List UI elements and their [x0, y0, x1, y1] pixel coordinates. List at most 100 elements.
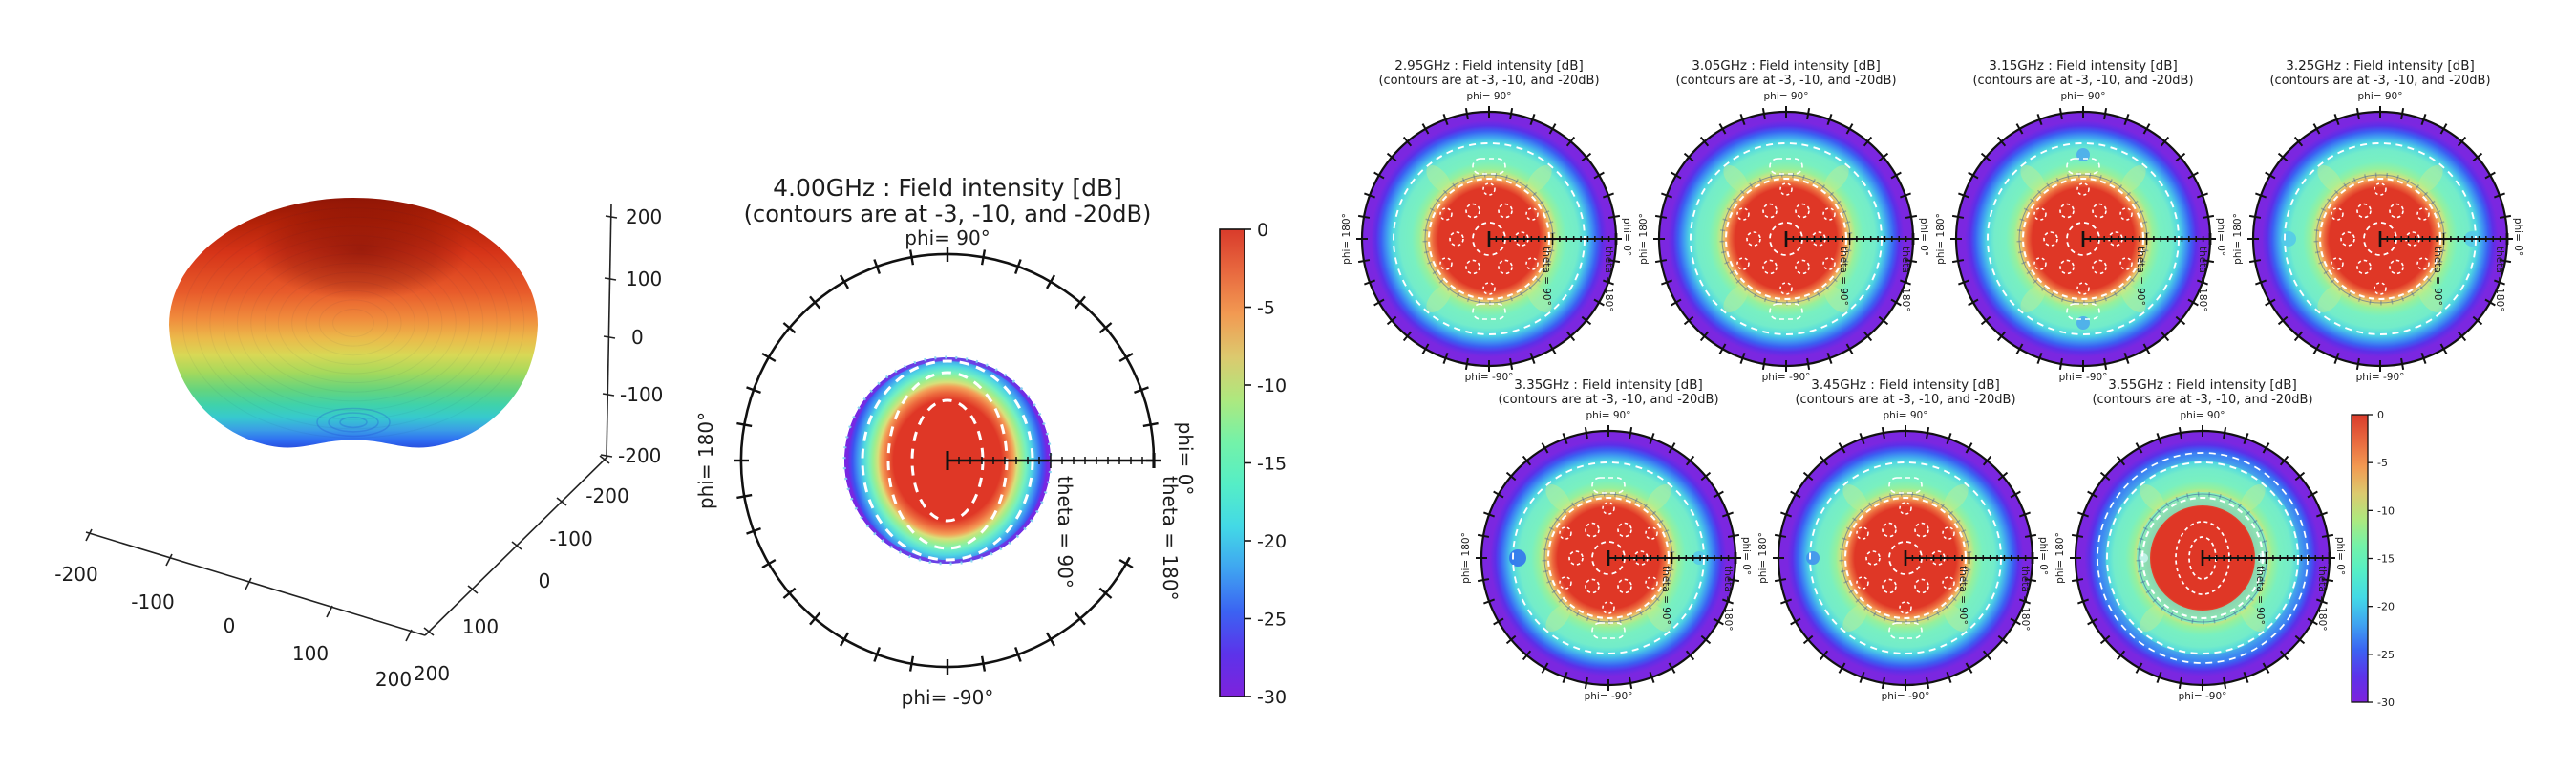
- phi-minus90-label: phi= -90°: [1585, 691, 1633, 702]
- polar-ring-tick: [2135, 662, 2143, 674]
- texture-patch: [1723, 164, 1749, 193]
- colorbar-tick-label: -15: [2377, 553, 2395, 566]
- polar-ring-tick: [1661, 279, 1673, 286]
- axis-tick: [511, 541, 522, 550]
- axis-tick: [85, 528, 93, 542]
- polar-ring-tick: [1074, 295, 1086, 310]
- phi-minus90-label: phi= -90°: [2059, 372, 2108, 383]
- polar-ring-tick: [2499, 214, 2512, 219]
- polar-ring-tick: [1477, 578, 1490, 583]
- theta-90-label: theta = 90°: [1054, 476, 1076, 589]
- axis-tick: [600, 454, 613, 458]
- polar-ring-tick: [1700, 634, 1712, 645]
- texture-patch: [1545, 483, 1571, 512]
- polar-ring-tick: [1118, 352, 1134, 363]
- polar-ring-tick: [2123, 114, 2130, 126]
- polar-ring-tick: [2484, 171, 2496, 180]
- polar-ring-tick: [2321, 578, 2334, 583]
- z-axis-tick-label: 100: [626, 268, 662, 290]
- subplot-colorbar: 0 -5 -10 -15 -20 -25 -30: [2351, 409, 2395, 708]
- polar-ring-tick: [2142, 343, 2151, 354]
- polar-ring-tick: [1826, 352, 1833, 364]
- phi-90-label: phi= 90°: [1764, 91, 1809, 102]
- polar-ring-tick: [2315, 511, 2328, 518]
- polar-ring-tick: [1926, 676, 1930, 690]
- contour-minus3db-islet: [2416, 257, 2430, 270]
- polar-ring-tick: [1859, 671, 1865, 683]
- polar-ring-tick: [2196, 192, 2208, 199]
- polar-ring-tick: [1878, 152, 1889, 162]
- polar-ring-tick: [2116, 455, 2126, 466]
- contour-minus3db-islet: [1602, 601, 1615, 614]
- polar-ring-tick: [2294, 634, 2306, 645]
- phi-180-label: phi= 180°: [1757, 532, 1769, 584]
- polar-ring-tick: [2265, 171, 2276, 180]
- contour-minus3db-islet: [1762, 259, 1778, 275]
- polar-ring-tick: [1996, 136, 2007, 147]
- contour-minus3db-islet: [1746, 231, 1761, 247]
- polar-ring-tick: [1142, 421, 1159, 428]
- contour-minus3db-islet: [1795, 203, 1810, 219]
- theta-90-label: theta = 90°: [2254, 566, 2266, 625]
- polar-ring-tick: [1548, 343, 1557, 354]
- contour-minus3db-islet: [1498, 203, 1513, 219]
- subplot-title: 3.05GHz : Field intensity [dB]: [1692, 58, 1881, 74]
- axis-tick: [556, 497, 567, 506]
- axis-tick: [405, 629, 413, 642]
- texture-patch: [2417, 285, 2443, 313]
- theta-180-label: theta = 180°: [1603, 247, 1614, 312]
- theta-90-label: theta = 90°: [1838, 247, 1849, 306]
- contour-minus3db-islet: [1449, 231, 1464, 247]
- contour-capsule-bottom: [1769, 303, 1803, 320]
- polar-ring-tick: [1581, 315, 1592, 326]
- phi-minus90-label: phi= -90°: [2356, 372, 2405, 383]
- texture-patch: [1842, 604, 1868, 633]
- sidelobe-spot: [1806, 551, 1820, 565]
- polar-ring-tick: [1373, 171, 1385, 180]
- theta-90-label: theta = 90°: [1541, 247, 1552, 306]
- contour-minus3db-islet: [1498, 259, 1513, 275]
- subplot-title: 3.45GHz : Field intensity [dB]: [1811, 377, 2000, 393]
- polar-ring-tick: [1464, 357, 1469, 371]
- contour-minus3db-islet: [1899, 601, 1912, 614]
- polar-ring-tick: [1357, 259, 1371, 264]
- contour-minus3db-islet: [1736, 207, 1750, 221]
- subplot-3.35ghz: 3.35GHz : Field intensity [dB](contours …: [1460, 377, 1752, 702]
- polar-ring-tick: [1845, 343, 1854, 354]
- texture-patch: [2240, 604, 2266, 633]
- polar-ring-tick: [1386, 152, 1397, 162]
- polar-ring-tick: [1649, 433, 1655, 445]
- polar-ring-tick: [1819, 455, 1829, 466]
- contour-minus3db-islet: [1525, 207, 1539, 221]
- contour-capsule-top: [1888, 477, 1923, 494]
- polar-ring-tick: [2175, 315, 2186, 326]
- phi-180-label: phi= 180°: [1341, 213, 1352, 265]
- polar-ring-tick: [2103, 107, 2108, 120]
- polar-ring-tick: [1522, 455, 1532, 466]
- polar-ring-tick: [2036, 114, 2043, 126]
- polar-ring-tick: [1881, 426, 1885, 440]
- texture-patch: [1943, 483, 1969, 512]
- phi-180-label: phi= 180°: [1638, 213, 1650, 265]
- polar-ring-tick: [2018, 598, 2031, 605]
- polar-ring-tick: [2315, 598, 2328, 605]
- contour-minus3db-islet: [2374, 282, 2387, 295]
- polar-ring-tick: [1661, 192, 1673, 199]
- polar-ring-tick: [1713, 617, 1724, 626]
- polar-ring-tick: [809, 611, 821, 626]
- polar-ring-tick: [2087, 490, 2098, 499]
- polar-ring-tick: [1541, 662, 1549, 674]
- polar-ring-tick: [1761, 107, 1766, 120]
- polar-ring-tick: [1493, 617, 1504, 626]
- polar-ring-tick: [2293, 331, 2304, 342]
- polar-ring-tick: [1671, 298, 1682, 307]
- axis-tick: [599, 455, 610, 464]
- texture-patch: [2120, 285, 2146, 313]
- polar-ring-tick: [1774, 533, 1787, 538]
- phi-90-label: phi= 90°: [1467, 91, 1512, 102]
- phi-0-label: phi= 0°: [2215, 218, 2226, 256]
- mesh-ring: [318, 299, 389, 347]
- polar-ring-tick: [1581, 152, 1592, 162]
- polar-ring-tick: [1045, 632, 1056, 647]
- polar-ring-tick: [1806, 357, 1811, 371]
